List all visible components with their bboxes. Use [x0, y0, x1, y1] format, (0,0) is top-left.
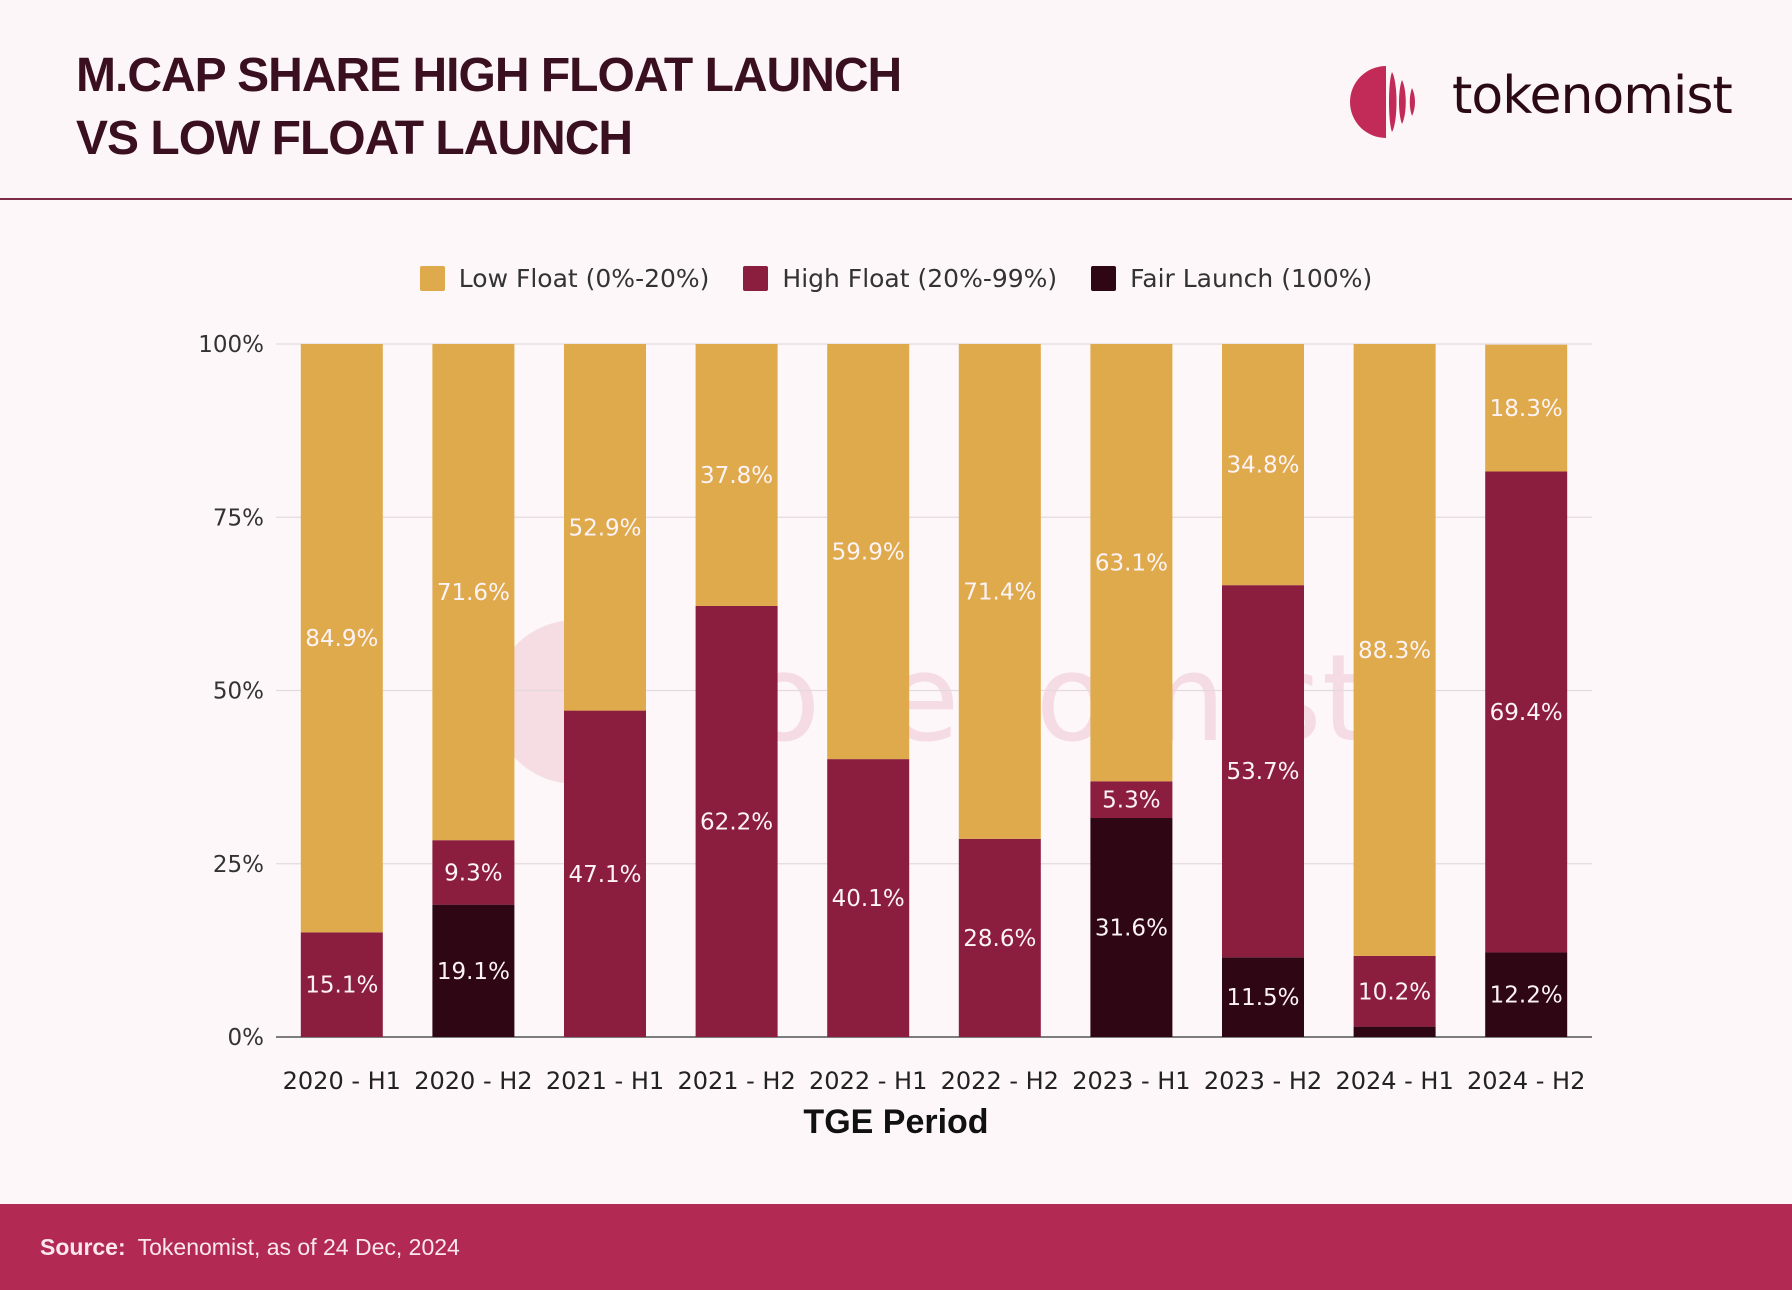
data-label: 11.5% — [1226, 985, 1299, 1011]
y-tick-label: 100% — [198, 332, 264, 358]
legend-label-low-float: Low Float (0%-20%) — [458, 263, 710, 293]
bar-segment — [1353, 1026, 1436, 1037]
bar-segment — [1485, 952, 1568, 1037]
bar-segment — [827, 344, 910, 760]
legend-swatch-high-float — [743, 265, 769, 291]
y-tick-label: 0% — [228, 1025, 265, 1051]
data-label: 88.3% — [1358, 638, 1431, 664]
footer: Source: Tokenomist, as of 24 Dec, 2024 — [0, 1204, 1792, 1290]
bar-segment — [1353, 955, 1436, 1027]
x-tick-label: 2023 - H1 — [1072, 1067, 1190, 1095]
title-line-2: VS LOW FLOAT LAUNCH — [76, 112, 633, 165]
y-tick-label: 25% — [213, 852, 264, 878]
bar-segment — [1485, 471, 1568, 953]
data-label: 47.1% — [568, 862, 641, 888]
bar-segment — [1222, 585, 1304, 958]
source-text: Tokenomist, as of 24 Dec, 2024 — [137, 1234, 460, 1260]
x-tick-label: 2020 - H2 — [414, 1067, 532, 1095]
data-label: 12.2% — [1490, 983, 1563, 1009]
x-tick-label: 2021 - H1 — [546, 1067, 664, 1095]
x-tick-label: 2023 - H2 — [1204, 1067, 1322, 1095]
bar-segment — [564, 344, 646, 711]
page-title: M.CAP SHARE HIGH FLOAT LAUNCH VS LOW FLO… — [76, 44, 902, 170]
x-axis-title: TGE Period — [803, 1103, 988, 1141]
bar-segment — [1090, 344, 1173, 782]
data-label: 10.2% — [1358, 979, 1431, 1005]
tokenomist-logo-icon — [1350, 66, 1415, 138]
data-label: 52.9% — [568, 515, 641, 541]
data-label: 71.6% — [437, 580, 510, 606]
data-label: 5.3% — [1102, 788, 1160, 814]
y-tick-label: 75% — [213, 505, 264, 531]
bar-segment — [300, 344, 383, 933]
bar-segment — [695, 605, 778, 1037]
legend-item-high-float: High Float (20%-99%) — [743, 264, 1057, 293]
legend-item-low-float: Low Float (0%-20%) — [419, 263, 710, 293]
data-label: 63.1% — [1095, 551, 1168, 577]
x-tick-label: 2020 - H1 — [283, 1067, 401, 1095]
legend-swatch-fair-launch — [1091, 265, 1117, 291]
bar-segment — [1222, 344, 1304, 586]
data-label: 28.6% — [963, 926, 1036, 952]
data-label: 34.8% — [1226, 453, 1299, 479]
y-tick-label: 50% — [213, 679, 264, 705]
x-tick-label: 2021 - H2 — [677, 1067, 795, 1095]
x-tick-label: 2022 - H2 — [941, 1067, 1059, 1095]
data-label: 9.3% — [444, 860, 502, 886]
legend-swatch-low-float — [419, 265, 445, 291]
header: M.CAP SHARE HIGH FLOAT LAUNCH VS LOW FLO… — [0, 0, 1792, 199]
bar-segment — [432, 344, 515, 841]
data-label: 69.4% — [1490, 700, 1563, 726]
legend-label-high-float: High Float (20%-99%) — [782, 263, 1058, 293]
data-label: 37.8% — [700, 463, 773, 489]
data-label: 18.3% — [1490, 396, 1563, 422]
data-label: 40.1% — [832, 886, 905, 912]
stacked-bar-chart: tokenomist0%25%50%75%100%15.1%84.9%2020 … — [198, 332, 1592, 1141]
brand-logo: tokenomist — [1346, 62, 1733, 142]
data-label: 71.4% — [963, 579, 1036, 605]
x-tick-label: 2024 - H2 — [1467, 1067, 1585, 1095]
legend-item-fair-launch: Fair Launch (100%) — [1091, 264, 1372, 293]
bar-segment — [1222, 957, 1304, 1037]
logo-text: tokenomist — [1452, 66, 1733, 126]
bar-segment — [695, 344, 778, 606]
bar-segment — [432, 840, 515, 905]
source-label: Source: — [40, 1234, 126, 1260]
data-label: 53.7% — [1226, 759, 1299, 785]
bar-segment — [958, 838, 1041, 1037]
bar-segment — [300, 932, 383, 1037]
data-label: 19.1% — [437, 959, 510, 985]
data-label: 59.9% — [832, 540, 905, 566]
legend-label-fair-launch: Fair Launch (100%) — [1130, 263, 1373, 293]
bar-segment — [1485, 344, 1568, 472]
x-tick-label: 2024 - H1 — [1335, 1067, 1453, 1095]
chart-legend: Low Float (0%-20%) High Float (20%-99%) … — [0, 260, 1792, 296]
bar-segment — [827, 759, 910, 1037]
data-label: 31.6% — [1095, 916, 1168, 942]
bar-segment — [432, 904, 515, 1037]
x-tick-label: 2022 - H1 — [809, 1067, 927, 1095]
bar-segment — [1090, 818, 1173, 1037]
bar-segment — [1353, 344, 1436, 956]
chart-area: Low Float (0%-20%) High Float (20%-99%) … — [0, 200, 1792, 1204]
header-divider — [0, 198, 1792, 200]
data-label: 84.9% — [305, 626, 378, 652]
title-line-1: M.CAP SHARE HIGH FLOAT LAUNCH — [76, 49, 902, 102]
data-label: 15.1% — [305, 973, 378, 999]
data-label: 62.2% — [700, 809, 773, 835]
bar-segment — [1090, 781, 1173, 819]
source-note: Source: Tokenomist, as of 24 Dec, 2024 — [40, 1234, 460, 1261]
bar-segment — [564, 710, 646, 1037]
bar-segment — [958, 344, 1041, 839]
